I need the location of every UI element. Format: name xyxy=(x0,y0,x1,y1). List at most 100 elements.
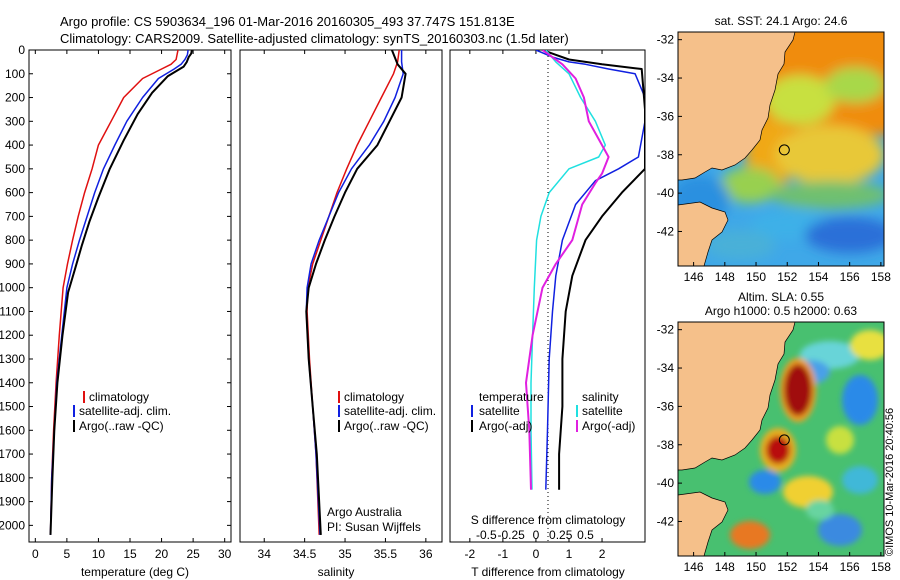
S-tick-label: -0.25 xyxy=(497,528,525,542)
x-tick-label: -1 xyxy=(498,547,509,561)
legend-label-S-argo: Argo(-adj) xyxy=(582,419,635,433)
legend-label-satellite: satellite-adj. clim. xyxy=(79,404,171,418)
S-difference-axis-label: S difference from climatology xyxy=(471,513,626,527)
difference-series xyxy=(525,50,645,490)
S-tick-label: 0.5 xyxy=(577,528,594,542)
temperature-panel: 0100200300400500600700800900100011001200… xyxy=(0,43,645,579)
x-tick-label: 10 xyxy=(92,547,106,561)
map-y-tick-label: -38 xyxy=(657,438,675,452)
series-line-argo-raw-qc- xyxy=(49,50,193,535)
map-x-tick-label: 156 xyxy=(840,270,860,284)
sst-map-image xyxy=(678,32,884,266)
map-y-tick-label: -38 xyxy=(657,148,675,162)
map-y-tick-label: -32 xyxy=(657,33,675,47)
sst-map-title: sat. SST: 24.1 Argo: 24.6 xyxy=(715,14,848,28)
depth-tick-label: 1300 xyxy=(0,352,25,366)
map-y-tick-label: -32 xyxy=(657,323,675,337)
map-x-tick-label: 154 xyxy=(808,270,828,284)
sla-map-title2: Argo h1000: 0.5 h2000: 0.63 xyxy=(705,304,857,318)
x-tick-label: 15 xyxy=(123,547,137,561)
x-tick-label: 0 xyxy=(533,547,540,561)
S-tick-label: 0 xyxy=(533,528,540,542)
depth-tick-label: 2000 xyxy=(0,518,25,532)
x-tick-label: 5 xyxy=(64,547,71,561)
sst-map-frame xyxy=(677,31,885,267)
difference-legend-salinity: salinity satellite Argo(-adj) xyxy=(576,390,635,433)
temperature-axis-label: temperature (deg C) xyxy=(81,565,189,579)
depth-tick-label: 1400 xyxy=(0,376,25,390)
x-tick-label: 2 xyxy=(599,547,606,561)
x-tick-label: 25 xyxy=(186,547,200,561)
map-y-tick-label: -34 xyxy=(657,71,675,85)
map-x-tick-label: 158 xyxy=(871,560,891,574)
difference-legend-temperature: temperature satellite Argo(-adj) xyxy=(471,390,544,433)
credit-text: ©IMOS 10-Mar-2016 20:40:56 xyxy=(884,408,896,556)
legend-label-T-satellite: satellite xyxy=(479,404,520,418)
map-y-tick-label: -42 xyxy=(657,224,675,238)
map-y-tick-label: -36 xyxy=(657,399,675,413)
depth-tick-label: 1000 xyxy=(0,281,25,295)
map-x-tick-label: 150 xyxy=(746,270,766,284)
depth-tick-label: 900 xyxy=(5,257,25,271)
map-x-tick-label: 152 xyxy=(777,270,797,284)
sla-map-frame xyxy=(677,321,885,557)
difference-T-tick-labels: -2 -1 0 1 2 xyxy=(464,50,606,561)
sla-map-image xyxy=(678,322,884,556)
legend-label-satellite: satellite-adj. clim. xyxy=(344,404,436,418)
map-x-tick-label: 154 xyxy=(808,560,828,574)
map-x-tick-label: 148 xyxy=(715,560,735,574)
sst-map-tick-labels: 146 148 150 152 154 156 158 -32 -34 -36 -38 -40 -42 xyxy=(657,33,892,284)
header-line1: Argo profile: CS 5903634_196 01-Mar-2016… xyxy=(60,14,515,29)
difference-panel: -2 -1 0 1 2 -0.5 -0.25 0 0.25 0.5 S difference f… xyxy=(449,49,646,579)
salinity-series xyxy=(305,50,407,535)
x-tick-label: 30 xyxy=(218,547,232,561)
legend-title-temperature: temperature xyxy=(479,390,544,404)
depth-tick-label: 200 xyxy=(5,91,25,105)
map-x-tick-label: 146 xyxy=(684,560,704,574)
x-tick-label: 20 xyxy=(155,547,169,561)
header-line2: Climatology: CARS2009. Satellite-adjuste… xyxy=(60,31,569,46)
T-difference-axis-label: T difference from climatology xyxy=(471,565,625,579)
x-tick-label: 1 xyxy=(566,547,573,561)
sla-map: Altim. SLA: 0.55 Argo h1000: 0.5 h2000: … xyxy=(657,290,892,574)
map-y-tick-label: -34 xyxy=(657,361,675,375)
series-line-argo-raw-qc- xyxy=(305,50,407,535)
depth-tick-label: 1600 xyxy=(0,423,25,437)
depth-tick-label: 400 xyxy=(5,138,25,152)
legend-label-S-satellite: satellite xyxy=(582,404,623,418)
legend-title-salinity: salinity xyxy=(582,390,619,404)
series-line-salinity-satellite xyxy=(530,50,607,490)
series-line-temperature-satellite xyxy=(535,50,645,490)
temperature-tick-labels: 0 5 10 15 20 25 30 xyxy=(32,50,232,561)
x-tick-label: 34 xyxy=(258,547,272,561)
depth-tick-label: 1800 xyxy=(0,471,25,485)
legend-label-argo: Argo(..raw -QC) xyxy=(344,419,429,433)
land-australia xyxy=(678,322,796,471)
float-position-marker xyxy=(778,434,790,446)
legend-label-climatology: climatology xyxy=(344,390,404,404)
annotation-line2: PI: Susan Wijffels xyxy=(327,520,421,534)
x-tick-label: -2 xyxy=(464,547,475,561)
temperature-axes-box xyxy=(28,49,232,543)
depth-tick-label: 1100 xyxy=(0,304,25,318)
map-x-tick-label: 146 xyxy=(684,270,704,284)
x-tick-label: 35.5 xyxy=(374,547,398,561)
annotation-line1: Argo Australia xyxy=(327,505,402,519)
legend-label-argo: Argo(..raw -QC) xyxy=(79,419,164,433)
S-tick-label: -0.5 xyxy=(476,528,497,542)
map-x-tick-label: 148 xyxy=(715,270,735,284)
x-tick-label: 35 xyxy=(338,547,352,561)
land-australia xyxy=(678,32,796,181)
salinity-axes-box xyxy=(239,49,443,543)
sst-map: sat. SST: 24.1 Argo: 24.6 146 148 150 152 15… xyxy=(657,14,892,284)
legend-label-climatology: climatology xyxy=(89,390,149,404)
depth-tick-label: 1900 xyxy=(0,495,25,509)
land-tasmania xyxy=(678,491,729,556)
float-position-marker xyxy=(778,144,790,156)
x-tick-label: 34.5 xyxy=(293,547,317,561)
temperature-legend: climatology satellite-adj. clim. Argo(..… xyxy=(73,390,171,433)
map-y-tick-label: -42 xyxy=(657,514,675,528)
depth-tick-label: 600 xyxy=(5,186,25,200)
x-tick-label: 0 xyxy=(32,547,39,561)
